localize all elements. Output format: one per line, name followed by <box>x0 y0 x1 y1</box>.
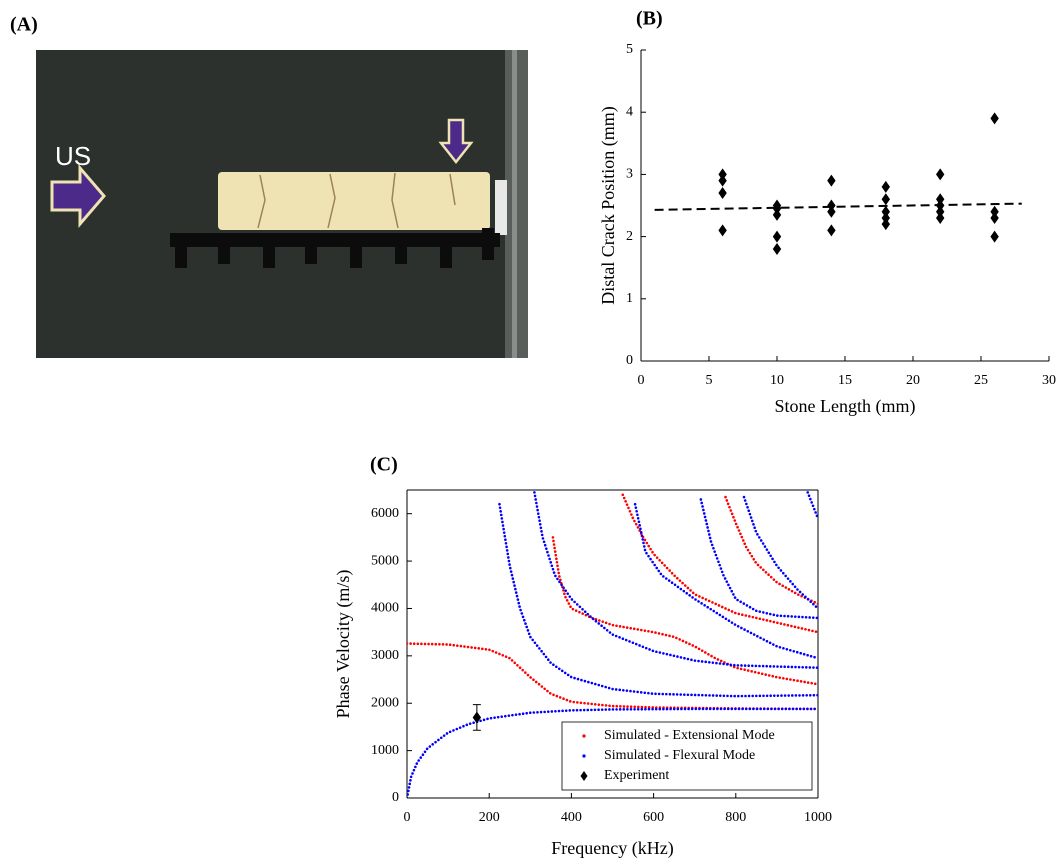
point <box>990 112 999 125</box>
y-tick-label: 2 <box>626 229 633 244</box>
series-line <box>407 493 818 711</box>
legend-label: Simulated - Extensional Mode <box>604 728 775 743</box>
y-tick-label: 5000 <box>371 553 399 568</box>
plot-area <box>654 112 1022 256</box>
x-tick-label: 15 <box>838 373 852 388</box>
x-tick-label: 0 <box>638 373 645 388</box>
point <box>990 211 999 224</box>
x-tick-label: 1000 <box>804 810 832 825</box>
x-tick-label: 30 <box>1042 373 1056 388</box>
y-tick-label: 3 <box>626 167 633 182</box>
y-tick-label: 5 <box>626 42 633 57</box>
series-line <box>654 202 1022 211</box>
plot-area <box>407 491 818 798</box>
x-tick-label: 0 <box>404 810 411 825</box>
x-tick-label: 200 <box>479 810 500 825</box>
legend-box <box>561 721 813 791</box>
point <box>936 193 945 206</box>
y-tick-label: 0 <box>626 353 633 368</box>
y-tick-label: 4000 <box>371 601 399 616</box>
point <box>827 199 836 212</box>
panel-label: (A) <box>10 14 38 36</box>
point <box>472 711 482 724</box>
point <box>827 174 836 187</box>
panel-label: (C) <box>370 454 398 476</box>
photo-text: US <box>55 141 91 171</box>
point <box>772 243 782 256</box>
x-axis-label: Frequency (kHz) <box>551 838 673 859</box>
point <box>718 187 727 200</box>
y-tick-label: 6000 <box>371 506 399 521</box>
point <box>936 205 945 218</box>
point <box>827 224 836 237</box>
x-tick-label: 400 <box>561 810 582 825</box>
x-tick-label: 800 <box>725 810 746 825</box>
y-axis-label: Distal Crack Position (mm) <box>598 106 619 304</box>
x-tick-label: 10 <box>770 373 784 388</box>
point <box>718 174 727 187</box>
point <box>772 230 782 243</box>
x-tick-label: 20 <box>906 373 920 388</box>
point <box>990 205 999 218</box>
series-line <box>407 491 818 798</box>
point <box>936 211 945 224</box>
x-tick-label: 25 <box>974 373 988 388</box>
x-tick-label: 600 <box>643 810 664 825</box>
point <box>827 205 836 218</box>
legend-label: Experiment <box>604 768 669 783</box>
point <box>881 180 890 193</box>
point <box>936 168 945 181</box>
y-tick-label: 1 <box>626 291 633 306</box>
point <box>881 218 890 231</box>
point <box>881 205 890 218</box>
legend-label: Simulated - Flexural Mode <box>604 748 755 763</box>
y-tick-label: 4 <box>626 104 633 119</box>
point <box>718 224 727 237</box>
legend-marker <box>582 754 586 758</box>
y-tick-label: 3000 <box>371 648 399 663</box>
x-tick-label: 5 <box>706 373 713 388</box>
y-tick-label: 1000 <box>371 743 399 758</box>
point <box>990 230 999 243</box>
point <box>718 168 727 181</box>
photo: US <box>36 50 528 358</box>
panel-label: (B) <box>636 8 663 30</box>
legend-marker <box>582 734 586 738</box>
point <box>772 208 782 221</box>
y-tick-label: 0 <box>392 790 399 805</box>
point <box>772 202 782 215</box>
point <box>881 211 890 224</box>
x-axis-label: Stone Length (mm) <box>775 396 916 417</box>
y-axis-label: Phase Velocity (m/s) <box>333 570 354 719</box>
y-tick-label: 2000 <box>371 695 399 710</box>
legend-marker <box>580 771 588 781</box>
point <box>881 193 890 206</box>
